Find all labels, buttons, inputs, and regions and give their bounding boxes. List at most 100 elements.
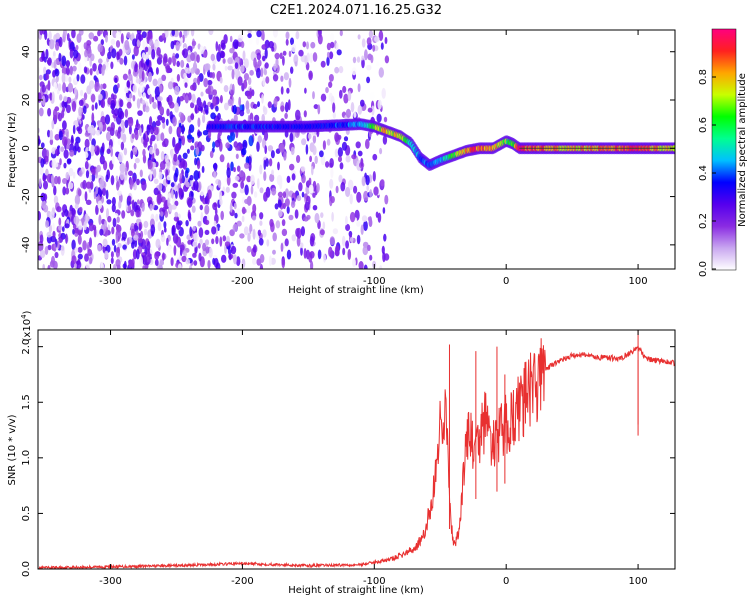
spectrogram-cell	[295, 109, 301, 121]
spectrogram-cell	[133, 234, 139, 241]
spectrogram-cell	[208, 247, 213, 258]
spectrogram-cell	[73, 59, 78, 65]
spectrogram-cell	[82, 179, 87, 190]
spectrogram-cell	[56, 126, 60, 133]
spectrogram-cell	[179, 244, 185, 251]
spectrogram-cell	[107, 51, 112, 60]
spectrogram-cell	[361, 58, 365, 69]
spectrogram-cell	[266, 239, 270, 247]
spectrogram-cell	[93, 191, 97, 200]
spectrogram-cell	[264, 145, 268, 155]
spectrogram-cell	[277, 209, 283, 218]
spectrogram-cell	[133, 222, 138, 231]
spectrogram-cell	[132, 84, 137, 93]
spectrogram-cell	[244, 198, 250, 204]
spectrogram-cell	[334, 132, 340, 143]
spectrogram-cell	[200, 211, 204, 223]
spectrogram-cell	[190, 113, 195, 120]
spectrogram-cell	[197, 242, 201, 249]
spectrogram-cell	[186, 134, 193, 140]
spectrogram-cell	[308, 72, 313, 78]
spectrogram-cell	[136, 30, 142, 35]
spectrogram-cell	[232, 223, 238, 232]
spectrogram-cell	[40, 142, 45, 149]
spectrogram-cell	[226, 175, 231, 186]
spectrogram-cell	[99, 30, 103, 35]
x-tick-label: -300	[99, 276, 122, 287]
spectrogram-cell	[240, 180, 245, 189]
snr-frame	[37, 329, 676, 570]
spectrogram-cell	[261, 94, 264, 104]
spectrogram-cell	[189, 174, 194, 181]
spectrogram-cell	[102, 83, 107, 90]
spectrogram-cell	[368, 30, 373, 39]
spectrogram-cell	[295, 228, 300, 237]
spectrogram-cell	[152, 167, 157, 179]
spectrogram-cell	[179, 95, 184, 102]
spectrogram-cell	[76, 33, 82, 43]
spectrogram-cell	[91, 168, 96, 175]
spectrogram-cell	[111, 196, 116, 206]
spectrogram-cell	[284, 112, 288, 119]
spectrogram-cell	[39, 30, 43, 36]
spectrogram-cell	[83, 42, 88, 50]
spectrogram-cell	[127, 118, 134, 127]
spectrogram-cell	[38, 138, 41, 145]
spectrogram-cell	[290, 37, 294, 46]
spectrogram-cell	[262, 229, 267, 238]
spectrogram-cell	[143, 139, 148, 148]
spectrogram-cell	[236, 256, 241, 267]
spectrogram-cell	[331, 211, 334, 222]
spectrogram-cell	[155, 238, 161, 249]
spectrogram-cell	[360, 157, 364, 167]
spectrogram-cell	[136, 98, 141, 109]
spectrogram-cell	[259, 220, 263, 226]
spectrogram-cell	[63, 95, 68, 103]
figure-title: C2E1.2024.071.16.25.G32	[270, 3, 442, 18]
spectrogram-cell	[286, 175, 291, 183]
spectrogram-cell	[362, 245, 369, 256]
spectrogram-cell	[128, 259, 133, 268]
spectrogram-cell	[260, 67, 264, 78]
spectrogram-cell	[309, 52, 313, 64]
spectrogram-cell	[248, 77, 252, 86]
spectrogram-cell	[41, 148, 48, 159]
spectrogram-cell	[149, 146, 154, 155]
spectrogram-cell	[364, 49, 368, 61]
spectrogram-cell	[253, 191, 258, 198]
spectrogram-cell	[171, 225, 175, 235]
spectrogram-cell	[195, 146, 200, 156]
spectrogram-cell	[122, 244, 127, 250]
spectrogram-cell	[100, 83, 103, 90]
spectrogram-cell	[127, 195, 132, 202]
spectrogram-cell	[356, 191, 362, 203]
spectrogram-cell	[53, 185, 57, 196]
spectrogram-cell	[320, 212, 324, 219]
spectrogram-cell	[56, 206, 62, 213]
spectrogram-cell	[115, 234, 119, 244]
spectrogram-cell	[88, 32, 95, 40]
spectrogram-cell	[122, 73, 128, 81]
spectrogram-cell	[119, 99, 124, 108]
spectrogram-cell	[161, 32, 166, 39]
spectrogram-cell	[166, 245, 172, 253]
spectrogram-cell	[179, 173, 183, 179]
spectrogram-cell	[257, 135, 262, 144]
spectrogram-cell	[63, 162, 67, 169]
spectrogram-cell	[322, 221, 326, 230]
spectrogram-cell	[339, 30, 343, 37]
spectrogram-cell	[363, 220, 368, 232]
spectrogram-cell	[152, 78, 158, 87]
spectrogram-cell	[155, 120, 161, 127]
spectrogram-cell	[159, 161, 166, 170]
spectrogram-cell	[43, 180, 48, 190]
colorbar: 0.0 0.2 0.4 0.6 0.8 Normalized spectral ampl…	[698, 28, 748, 277]
y-tick-label: 2.0	[21, 339, 32, 355]
spectrogram-cell	[274, 203, 279, 210]
spectrogram-cell	[329, 158, 334, 168]
spectrogram-cell	[38, 240, 44, 252]
spectrogram-cell	[229, 35, 233, 43]
spectrogram-cell	[230, 89, 234, 98]
spectrogram-cell	[307, 133, 312, 140]
